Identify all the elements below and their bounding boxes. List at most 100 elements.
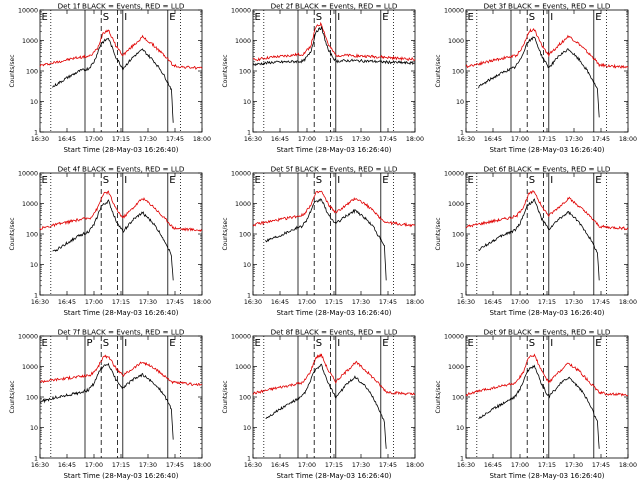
x-tick-label: 16:30 — [31, 136, 49, 143]
interval-marker-label: E — [255, 12, 261, 23]
y-tick-label: 1000 — [448, 364, 464, 371]
x-tick-label: 18:00 — [193, 462, 211, 469]
chart-panel: Det 9f BLACK = Events, RED = LLD Counts/s… — [435, 328, 637, 480]
interval-marker-label: E — [595, 338, 601, 349]
x-tick-label: 17:30 — [139, 299, 157, 306]
interval-marker-label: I — [124, 12, 127, 23]
chart-panel: Det 4f BLACK = Events, RED = LLD Counts/s… — [9, 165, 211, 318]
x-tick-label: 16:45 — [58, 462, 76, 469]
x-tick-label: 18:00 — [619, 136, 637, 143]
x-tick-label: 17:30 — [352, 299, 370, 306]
x-tick-label: 17:15 — [112, 299, 130, 306]
chart-title: Det 7f BLACK = Events, RED = LLD — [58, 328, 185, 337]
x-tick-label: 17:30 — [139, 136, 157, 143]
x-tick-label: 17:45 — [166, 299, 184, 306]
series-line-events — [478, 364, 600, 449]
series-line-events — [39, 362, 174, 440]
chart-title: Det 1f BLACK = Events, RED = LLD — [58, 2, 185, 11]
x-tick-label: 17:15 — [538, 462, 556, 469]
interval-marker-label: S — [316, 12, 322, 23]
chart-title: Det 9f BLACK = Events, RED = LLD — [484, 328, 611, 337]
y-tick-label: 1 — [247, 292, 251, 299]
y-tick-label: 10 — [456, 425, 464, 432]
y-axis-label: Counts/sec — [222, 217, 229, 250]
x-axis-label: Start Time (28-May-03 16:26:40) — [63, 472, 178, 480]
y-tick-label: 1000 — [235, 201, 251, 208]
interval-marker-label: S — [103, 12, 109, 23]
x-tick-label: 17:45 — [379, 299, 397, 306]
x-tick-label: 17:00 — [511, 299, 529, 306]
y-tick-label: 10 — [243, 425, 251, 432]
x-tick-label: 17:45 — [166, 462, 184, 469]
y-tick-label: 1000 — [22, 38, 38, 45]
x-tick-label: 17:30 — [565, 299, 583, 306]
x-tick-label: 17:00 — [85, 299, 103, 306]
y-tick-label: 1000 — [235, 364, 251, 371]
y-tick-label: 100 — [452, 394, 464, 401]
interval-marker-label: E — [169, 175, 175, 186]
plot-frame — [465, 9, 629, 133]
y-tick-label: 100 — [239, 394, 251, 401]
interval-marker-label: S — [316, 338, 322, 349]
interval-marker-label: E — [595, 12, 601, 23]
x-axis-label: Start Time (28-May-03 16:26:40) — [276, 309, 391, 317]
x-tick-label: 17:00 — [85, 462, 103, 469]
x-axis-label: Start Time (28-May-03 16:26:40) — [276, 146, 391, 154]
x-axis-label: Start Time (28-May-03 16:26:40) — [489, 309, 604, 317]
interval-marker-label: I — [550, 12, 553, 23]
series-line-events — [478, 198, 600, 281]
interval-marker-label: E — [42, 175, 48, 186]
series-line-lld — [252, 353, 416, 396]
x-tick-label: 17:45 — [592, 136, 610, 143]
x-tick-label: 18:00 — [193, 299, 211, 306]
x-tick-label: 17:15 — [112, 136, 130, 143]
interval-marker-label: E — [468, 175, 474, 186]
plot-frame — [465, 335, 629, 459]
y-tick-label: 10000 — [18, 7, 38, 14]
y-tick-label: 100 — [26, 231, 38, 238]
interval-marker-label: E — [255, 338, 261, 349]
plot-frame — [39, 172, 203, 296]
x-tick-label: 17:30 — [352, 136, 370, 143]
x-axis-label: Start Time (28-May-03 16:26:40) — [63, 309, 178, 317]
y-tick-label: 1 — [247, 455, 251, 462]
x-tick-label: 17:00 — [511, 462, 529, 469]
x-axis-label: Start Time (28-May-03 16:26:40) — [63, 146, 178, 154]
y-tick-label: 10000 — [444, 333, 464, 340]
y-tick-label: 10 — [30, 99, 38, 106]
x-tick-label: 17:45 — [592, 462, 610, 469]
series-line-events — [52, 37, 174, 123]
x-tick-label: 17:30 — [352, 462, 370, 469]
interval-marker-label: S — [529, 175, 535, 186]
chart-panel: Det 3f BLACK = Events, RED = LLD Counts/s… — [435, 2, 637, 155]
x-tick-label: 16:45 — [271, 136, 289, 143]
x-tick-label: 18:00 — [406, 136, 424, 143]
y-tick-label: 100 — [239, 231, 251, 238]
series-line-lld — [465, 27, 629, 69]
x-axis-label: Start Time (28-May-03 16:26:40) — [276, 472, 391, 480]
x-tick-label: 16:30 — [31, 462, 49, 469]
y-tick-label: 10000 — [231, 333, 251, 340]
chart-panel: Det 5f BLACK = Events, RED = LLD Counts/s… — [222, 165, 424, 318]
interval-marker-label: S — [103, 338, 109, 349]
interval-marker-label: E — [382, 338, 388, 349]
x-tick-label: 16:45 — [484, 299, 502, 306]
series-line-events — [265, 198, 387, 281]
interval-marker-label: I — [337, 12, 340, 23]
series-line-lld — [465, 353, 628, 397]
y-tick-label: 10000 — [18, 333, 38, 340]
chart-title: Det 5f BLACK = Events, RED = LLD — [271, 165, 398, 174]
y-tick-label: 10000 — [444, 170, 464, 177]
y-tick-label: 10000 — [18, 170, 38, 177]
y-tick-label: 10 — [456, 262, 464, 269]
x-tick-label: 17:30 — [565, 136, 583, 143]
x-tick-label: 18:00 — [619, 462, 637, 469]
x-tick-label: 17:45 — [166, 136, 184, 143]
plot-frame — [465, 172, 629, 296]
x-tick-label: 16:30 — [457, 462, 475, 469]
series-line-lld — [39, 29, 203, 70]
y-tick-label: 1 — [460, 129, 464, 136]
series-line-lld — [252, 21, 416, 62]
y-axis-label: Counts/sec — [9, 380, 16, 413]
x-tick-label: 16:45 — [484, 136, 502, 143]
